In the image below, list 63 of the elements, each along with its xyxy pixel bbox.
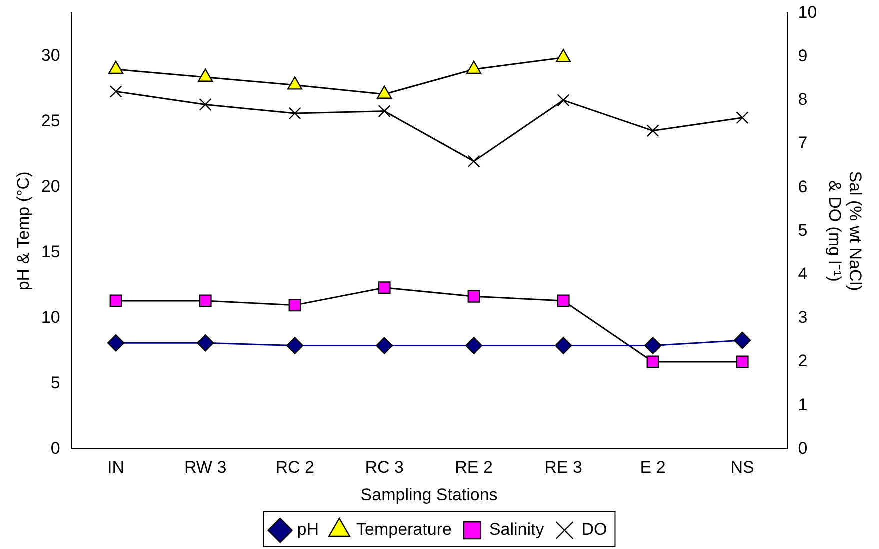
legend-label: pH [297, 520, 319, 540]
point [286, 337, 304, 354]
y2-tick-label: 9 [798, 46, 808, 66]
point [288, 299, 302, 312]
point [466, 60, 482, 74]
point [378, 282, 391, 294]
point [110, 85, 122, 98]
point [465, 337, 483, 354]
point [736, 356, 749, 368]
x-tick-label: RE 2 [455, 458, 493, 478]
y-tick-label: 20 [41, 177, 60, 196]
point [199, 98, 212, 112]
point [646, 124, 660, 138]
point [557, 94, 570, 107]
y2-tick-label: 1 [798, 395, 808, 414]
point [557, 294, 570, 308]
y2-tick-label: 0 [798, 438, 808, 458]
point [108, 60, 124, 74]
y2-tick-label: 4 [798, 264, 808, 284]
point [644, 337, 662, 354]
point [198, 68, 214, 82]
legend-label: Salinity [489, 520, 545, 540]
point [377, 86, 392, 99]
point [646, 356, 660, 368]
x-tick-label: RC 3 [365, 458, 404, 478]
x-tick-label: IN [108, 458, 125, 478]
point [378, 105, 391, 118]
point [554, 337, 572, 354]
y2-tick-label: 6 [798, 177, 808, 196]
point [376, 337, 394, 354]
y-tick-label: 15 [41, 242, 60, 262]
legend-label: Temperature [356, 520, 452, 540]
y2-tick-label: 7 [798, 134, 808, 153]
point [107, 334, 125, 352]
x-tick-label: NS [730, 458, 754, 478]
x-tick-label: E 2 [640, 458, 666, 478]
y2-tick-label: 3 [798, 308, 808, 328]
y-axis-title: pH & Temp (°C) [14, 172, 33, 291]
y-tick-label: 5 [50, 373, 60, 392]
y2-tick-label: 2 [798, 352, 808, 371]
x-tick-label: RW 3 [184, 458, 227, 478]
y2-tick-label: 10 [798, 2, 818, 22]
x-axis-title: Sampling Stations [360, 485, 498, 504]
point [288, 76, 303, 90]
point [468, 290, 480, 303]
point [468, 155, 480, 168]
point [288, 107, 302, 120]
y2-axis-title: Sal (% wt NaCl) & DO (mg l⁻¹) [826, 171, 866, 292]
y-tick-label: 25 [41, 112, 60, 131]
point [110, 294, 122, 308]
y-tick-label: 30 [41, 46, 60, 66]
legend-label: DO [582, 520, 608, 540]
y2-tick-label: 8 [798, 90, 808, 110]
point [196, 334, 214, 352]
point [199, 294, 212, 308]
point [734, 332, 752, 350]
y2-tick-label: 5 [798, 220, 808, 240]
y-tick-label: 0 [50, 438, 60, 458]
x-tick-label: RE 3 [544, 458, 582, 478]
point [736, 112, 749, 124]
x-tick-label: RC 2 [276, 458, 314, 478]
y-tick-label: 10 [41, 308, 60, 327]
point [556, 49, 572, 62]
